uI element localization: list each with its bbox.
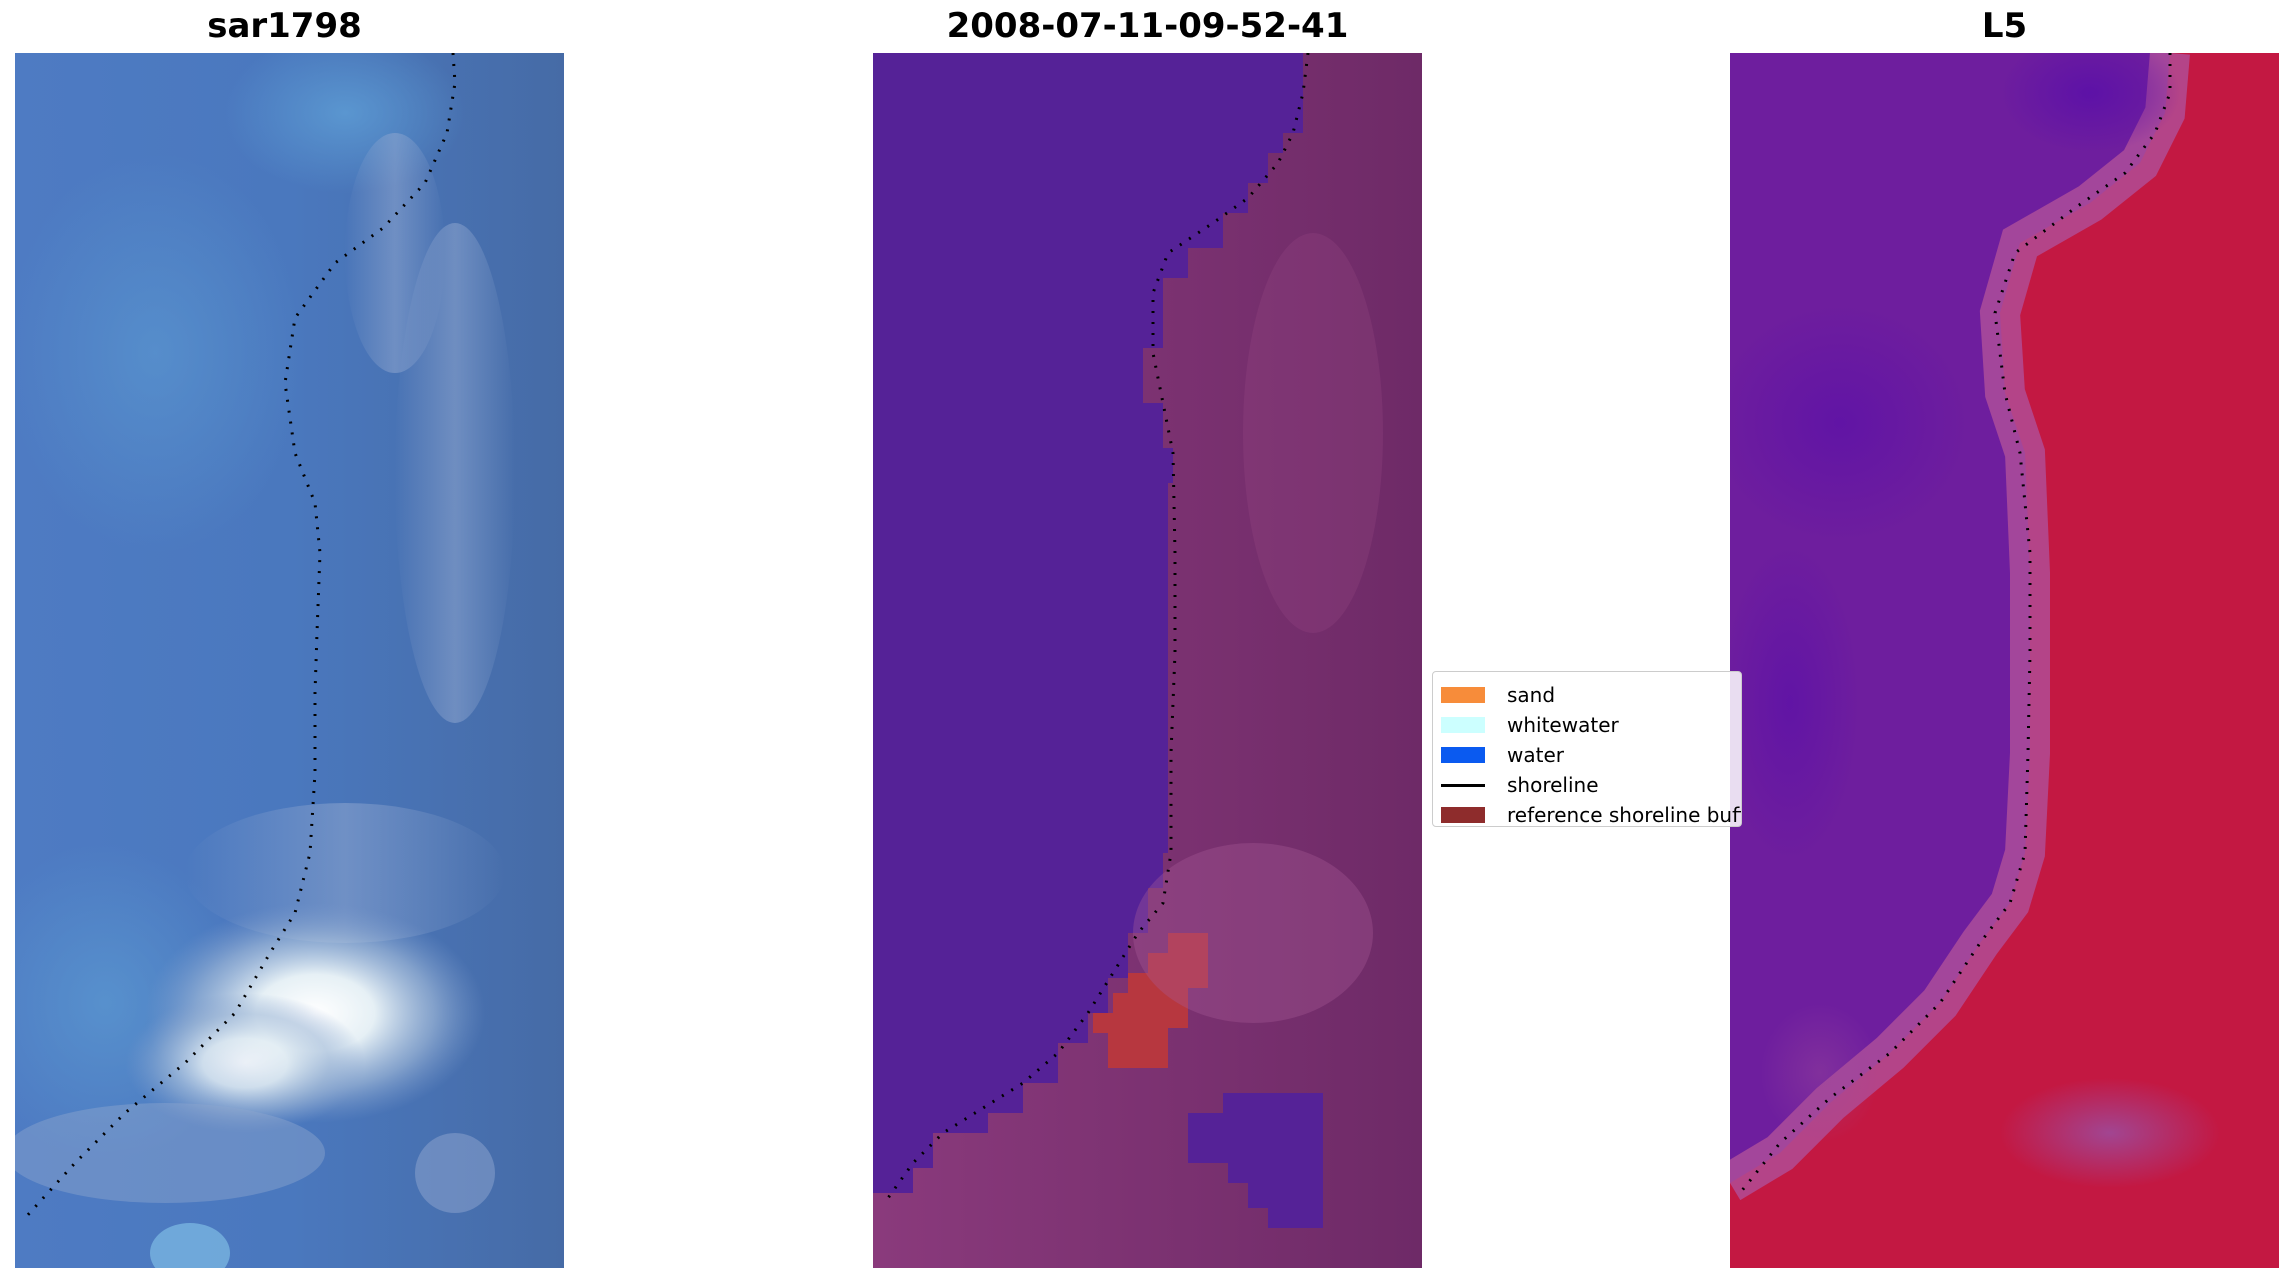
classification-panel [873,53,1422,1268]
reference-buffer-swatch [1441,807,1485,823]
panel-title-left: sar1798 [207,6,362,46]
whitewater-swatch [1441,717,1485,733]
rgb-image [15,53,564,1268]
legend-item-whitewater: whitewater [1441,711,1619,739]
classified-image [873,53,1422,1268]
legend-item-water: water [1441,741,1564,769]
legend-item-reference-buffer: reference shoreline buffer [1441,801,1742,827]
legend-label: reference shoreline buffer [1507,803,1742,827]
legend-item-shoreline: shoreline [1441,771,1599,799]
legend-label: water [1507,743,1564,767]
legend: sand whitewater water shoreline referenc… [1432,671,1742,827]
legend-label: sand [1507,683,1556,707]
buffer-region [1093,933,1208,1068]
inland-water-region [1188,1093,1323,1228]
legend-label: shoreline [1507,773,1599,797]
shoreline-swatch [1441,777,1485,793]
rgb-image-panel [15,53,564,1268]
index-panel [1730,53,2279,1268]
index-image [1730,53,2279,1268]
legend-label: whitewater [1507,713,1619,737]
sand-swatch [1441,687,1485,703]
water-region [873,53,1303,1193]
water-swatch [1441,747,1485,763]
legend-item-sand: sand [1441,681,1555,709]
shoreline-line [23,53,457,1220]
panel-title-middle: 2008-07-11-09-52-41 [946,6,1349,46]
panel-title-right: L5 [1981,6,2028,46]
high-index-region [1730,53,2279,1268]
